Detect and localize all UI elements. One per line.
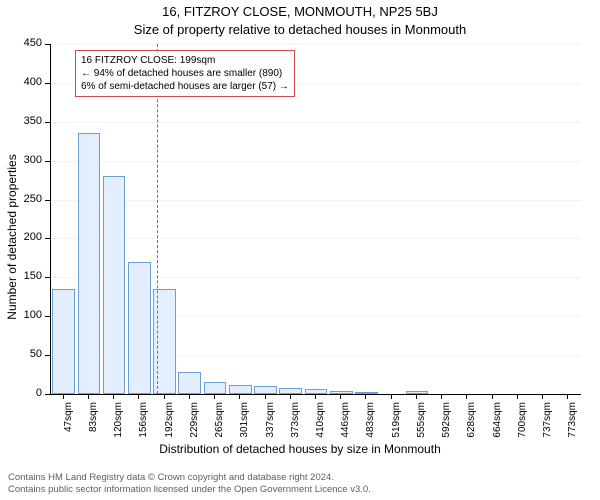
xtick-mark [365, 394, 366, 399]
xtick-mark [138, 394, 139, 399]
ytick-label: 150 [2, 270, 42, 282]
xtick-mark [265, 394, 266, 399]
footer-line-1: Contains HM Land Registry data © Crown c… [8, 472, 371, 484]
ytick-label: 450 [2, 37, 42, 49]
annotation-line-1: 16 FITZROY CLOSE: 199sqm [81, 54, 289, 67]
xtick-mark [239, 394, 240, 399]
xtick-mark [63, 394, 64, 399]
ytick-label: 400 [2, 76, 42, 88]
histogram-bar [52, 289, 75, 394]
xtick-mark [391, 394, 392, 399]
xtick-mark [466, 394, 467, 399]
histogram-bar [229, 385, 252, 394]
xtick-mark [315, 394, 316, 399]
ytick-label: 350 [2, 115, 42, 127]
gridline [51, 44, 581, 45]
histogram-bar [103, 176, 126, 394]
xtick-mark [340, 394, 341, 399]
annotation-line-2: ← 94% of detached houses are smaller (89… [81, 67, 289, 80]
xtick-mark [416, 394, 417, 399]
chart-title-line2: Size of property relative to detached ho… [0, 22, 600, 37]
xtick-mark [164, 394, 165, 399]
annotation-box: 16 FITZROY CLOSE: 199sqm ← 94% of detach… [75, 50, 295, 97]
xtick-mark [517, 394, 518, 399]
gridline [51, 122, 581, 123]
histogram-bar [78, 133, 101, 394]
xtick-mark [567, 394, 568, 399]
xtick-mark [542, 394, 543, 399]
x-axis-label: Distribution of detached houses by size … [0, 442, 600, 456]
xtick-mark [88, 394, 89, 399]
xtick-mark [113, 394, 114, 399]
histogram-bar [254, 386, 277, 394]
xtick-mark [189, 394, 190, 399]
xtick-mark [441, 394, 442, 399]
xtick-mark [290, 394, 291, 399]
histogram-bar [128, 262, 151, 394]
ytick-label: 0 [2, 387, 42, 399]
plot-area: 16 FITZROY CLOSE: 199sqm ← 94% of detach… [50, 44, 581, 395]
ytick-label: 100 [2, 309, 42, 321]
xtick-mark [214, 394, 215, 399]
histogram-bar [406, 391, 429, 394]
ytick-label: 200 [2, 231, 42, 243]
gridline [51, 200, 581, 201]
ytick-label: 50 [2, 348, 42, 360]
chart-title-line1: 16, FITZROY CLOSE, MONMOUTH, NP25 5BJ [0, 4, 600, 19]
footer-line-2: Contains public sector information licen… [8, 484, 371, 496]
gridline [51, 161, 581, 162]
annotation-line-3: 6% of semi-detached houses are larger (5… [81, 80, 289, 93]
xtick-mark [492, 394, 493, 399]
footer-attribution: Contains HM Land Registry data © Crown c… [8, 472, 371, 496]
chart-container: 16, FITZROY CLOSE, MONMOUTH, NP25 5BJ Si… [0, 0, 600, 500]
histogram-bar [204, 382, 227, 394]
ytick-label: 300 [2, 154, 42, 166]
histogram-bar [178, 372, 201, 394]
ytick-label: 250 [2, 193, 42, 205]
gridline [51, 238, 581, 239]
